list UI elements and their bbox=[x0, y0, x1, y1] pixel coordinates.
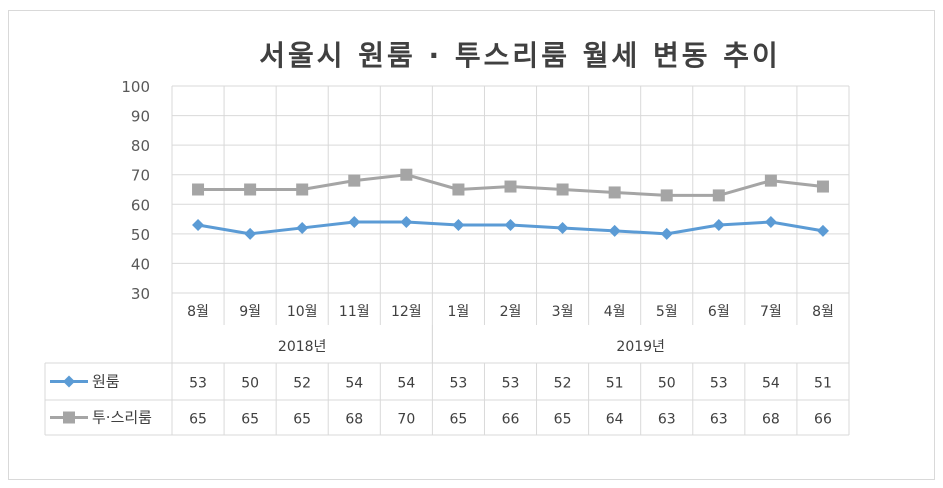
data-point bbox=[244, 183, 257, 196]
data-point bbox=[296, 183, 309, 196]
table-cell: 54 bbox=[762, 376, 780, 392]
data-point bbox=[296, 221, 309, 234]
x-tick-label: 12월 bbox=[391, 304, 422, 320]
table-cell: 65 bbox=[241, 412, 259, 428]
x-tick-label: 4월 bbox=[604, 304, 626, 320]
data-point bbox=[712, 218, 725, 231]
table-cell: 63 bbox=[710, 412, 728, 428]
data-point bbox=[452, 183, 465, 196]
table-cell: 53 bbox=[450, 376, 468, 392]
data-table: 8월 9월 10월 11월 12월 1월 2월 3월 4월 5월 6월 7월 8월 2018년 2019년원… bbox=[44, 304, 850, 436]
y-tick-label: 90 bbox=[131, 108, 150, 126]
table-cell: 70 bbox=[397, 412, 415, 428]
x-tick-label: 8월 bbox=[187, 304, 209, 320]
table-cell: 53 bbox=[189, 376, 207, 392]
legend-label: 투·스리룸 bbox=[92, 409, 152, 427]
x-tick-label: 2월 bbox=[500, 304, 522, 320]
data-point bbox=[608, 224, 621, 237]
data-point bbox=[816, 224, 829, 237]
data-point bbox=[348, 174, 361, 187]
data-point bbox=[556, 183, 569, 196]
data-point bbox=[556, 221, 569, 234]
series-lines bbox=[192, 168, 829, 240]
x-tick-label: 10월 bbox=[287, 304, 318, 320]
data-point bbox=[400, 216, 413, 229]
data-point bbox=[192, 218, 205, 231]
x-tick-label: 5월 bbox=[656, 304, 678, 320]
data-point bbox=[608, 186, 621, 199]
data-point bbox=[660, 189, 673, 202]
table-cell: 64 bbox=[606, 412, 624, 428]
table-cell: 51 bbox=[814, 376, 832, 392]
table-cell: 50 bbox=[658, 376, 676, 392]
table-cell: 65 bbox=[554, 412, 572, 428]
table-cell: 50 bbox=[241, 376, 259, 392]
legend-label: 원룸 bbox=[92, 373, 120, 391]
data-point bbox=[712, 189, 725, 202]
data-point bbox=[764, 174, 777, 187]
x-tick-label: 11월 bbox=[339, 304, 370, 320]
grid-lines bbox=[171, 85, 850, 325]
data-point bbox=[660, 227, 673, 240]
legend-key-marker bbox=[63, 411, 75, 424]
year-label: 2019년 bbox=[616, 339, 665, 355]
table-cell: 65 bbox=[450, 412, 468, 428]
y-tick-label: 100 bbox=[121, 78, 150, 96]
table-cell: 68 bbox=[762, 412, 780, 428]
table-cell: 65 bbox=[293, 412, 311, 428]
y-tick-label: 80 bbox=[131, 137, 150, 155]
x-tick-label: 7월 bbox=[760, 304, 782, 320]
x-tick-label: 8월 bbox=[812, 304, 834, 320]
table-cell: 66 bbox=[502, 412, 520, 428]
data-point bbox=[816, 180, 829, 193]
data-point bbox=[244, 227, 257, 240]
data-point bbox=[504, 180, 517, 193]
table-cell: 54 bbox=[397, 376, 415, 392]
table-cell: 51 bbox=[606, 376, 624, 392]
data-point bbox=[452, 218, 465, 231]
table-cell: 68 bbox=[345, 412, 363, 428]
table-cell: 66 bbox=[814, 412, 832, 428]
year-label: 2018년 bbox=[278, 339, 327, 355]
y-tick-label: 30 bbox=[131, 285, 150, 303]
chart-title: 서울시 원룸 · 투스리룸 월세 변동 추이 bbox=[259, 39, 781, 72]
table-cell: 53 bbox=[502, 376, 520, 392]
table-cell: 52 bbox=[554, 376, 572, 392]
table-cell: 65 bbox=[189, 412, 207, 428]
table-cell: 53 bbox=[710, 376, 728, 392]
y-tick-label: 70 bbox=[131, 167, 150, 185]
table-cell: 63 bbox=[658, 412, 676, 428]
data-point bbox=[400, 168, 413, 181]
data-point bbox=[504, 218, 517, 231]
y-axis: 30 40 50 60 70 80 90 100 bbox=[121, 78, 150, 303]
data-point bbox=[764, 216, 777, 229]
y-tick-label: 60 bbox=[131, 196, 150, 214]
x-tick-label: 9월 bbox=[239, 304, 261, 320]
data-point bbox=[192, 183, 205, 196]
x-tick-label: 1월 bbox=[448, 304, 470, 320]
chart-frame bbox=[8, 10, 935, 480]
table-cell: 52 bbox=[293, 376, 311, 392]
x-tick-label: 3월 bbox=[552, 304, 574, 320]
table-cell: 54 bbox=[345, 376, 363, 392]
data-point bbox=[348, 216, 361, 229]
legend-key-marker bbox=[63, 375, 75, 388]
x-tick-label: 6월 bbox=[708, 304, 730, 320]
y-tick-label: 50 bbox=[131, 226, 150, 244]
y-tick-label: 40 bbox=[131, 255, 150, 273]
